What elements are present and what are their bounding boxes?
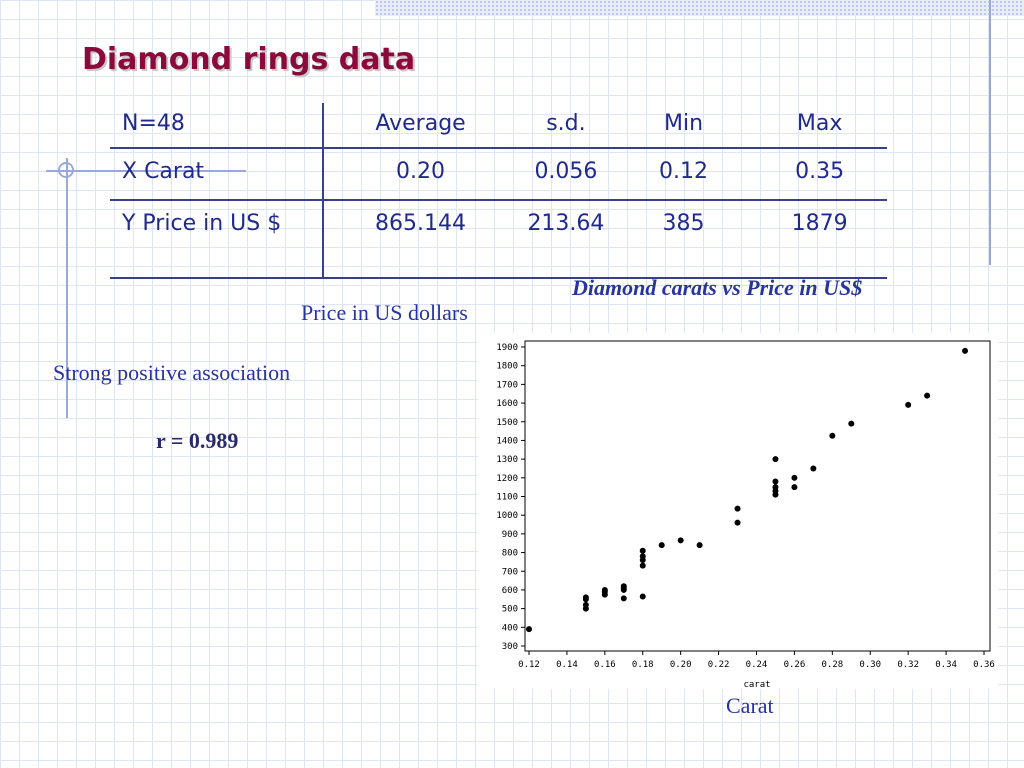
table-row: Y Price in US $ 865.144 213.64 385 1879 bbox=[110, 200, 887, 279]
stats-table: N=48 Average s.d. Min Max X Carat 0.20 0… bbox=[110, 103, 887, 279]
x-axis-caption: Carat bbox=[726, 693, 774, 718]
scatter-point bbox=[734, 505, 741, 512]
table-cell: 0.12 bbox=[614, 148, 753, 201]
table-header-cell: Max bbox=[752, 103, 887, 149]
decorative-line-left bbox=[66, 158, 68, 418]
top-decorative-bar bbox=[375, 0, 1024, 16]
y-tick-label: 600 bbox=[502, 586, 518, 596]
y-tick-label: 1400 bbox=[496, 436, 518, 446]
scatter-point bbox=[639, 593, 646, 600]
y-tick-label: 900 bbox=[502, 530, 518, 540]
table-cell: 385 bbox=[614, 200, 753, 279]
x-axis: 0.12 0.14 0.16 0.18 0.20 0.22 0.24 0.26 0.28 0.30… bbox=[518, 651, 995, 670]
x-tick-label: 0.22 bbox=[708, 660, 730, 670]
table-header-cell: N=48 bbox=[110, 103, 325, 149]
table-header-cell: Average bbox=[323, 103, 518, 149]
x-tick-label: 0.26 bbox=[784, 660, 806, 670]
table-cell: 0.056 bbox=[517, 148, 615, 201]
table-header-cell: Min bbox=[614, 103, 753, 149]
scatter-point bbox=[734, 519, 741, 526]
scatter-point bbox=[658, 542, 665, 549]
scatter-point bbox=[601, 586, 608, 593]
scatter-point bbox=[829, 432, 836, 439]
y-axis-caption: Price in US dollars bbox=[301, 300, 468, 325]
decorative-circle bbox=[58, 162, 74, 178]
chart-title: Diamond carats vs Price in US$ bbox=[572, 275, 863, 300]
y-tick-label: 1800 bbox=[496, 362, 518, 372]
y-tick-label: 500 bbox=[502, 605, 518, 615]
scatter-point bbox=[582, 601, 589, 608]
x-axis-label: carat bbox=[743, 680, 770, 689]
scatter-point bbox=[905, 401, 912, 408]
scatter-point bbox=[962, 347, 969, 354]
scatter-point bbox=[810, 465, 817, 472]
y-axis: 300 400 500 600 700 800 900 1000 1100 1200 1300 140… bbox=[496, 343, 525, 652]
scatter-point bbox=[639, 562, 646, 569]
table-header-row: N=48 Average s.d. Min Max bbox=[110, 103, 887, 149]
scatter-point bbox=[924, 392, 931, 399]
x-tick-label: 0.18 bbox=[632, 660, 654, 670]
x-tick-label: 0.34 bbox=[935, 660, 957, 670]
scatter-point bbox=[582, 594, 589, 601]
scatter-point bbox=[526, 626, 532, 633]
y-tick-label: 800 bbox=[502, 549, 518, 559]
table-cell: 0.35 bbox=[752, 148, 887, 201]
y-tick-label: 1100 bbox=[496, 493, 518, 503]
slide-title: Diamond rings data bbox=[82, 42, 416, 77]
association-text: Strong positive association bbox=[53, 360, 291, 385]
table-cell: 1879 bbox=[752, 200, 887, 279]
y-tick-label: 1300 bbox=[496, 455, 518, 465]
scatter-plot: 300 400 500 600 700 800 900 1000 1100 1200 1300 140… bbox=[478, 333, 998, 689]
data-points bbox=[526, 347, 969, 633]
y-tick-label: 700 bbox=[502, 567, 518, 577]
y-tick-label: 1500 bbox=[496, 418, 518, 428]
scatter-svg: 300 400 500 600 700 800 900 1000 1100 1200 1300 140… bbox=[496, 340, 995, 689]
y-tick-label: 1900 bbox=[496, 343, 518, 353]
x-tick-label: 0.36 bbox=[973, 660, 995, 670]
y-tick-label: 1700 bbox=[496, 380, 518, 390]
scatter-point bbox=[639, 547, 646, 554]
x-tick-label: 0.16 bbox=[594, 660, 616, 670]
table-cell: 0.20 bbox=[323, 148, 518, 201]
x-tick-label: 0.20 bbox=[670, 660, 692, 670]
y-tick-label: 1600 bbox=[496, 399, 518, 409]
x-tick-label: 0.12 bbox=[518, 660, 540, 670]
table-row: X Carat 0.20 0.056 0.12 0.35 bbox=[110, 148, 887, 201]
scatter-point bbox=[620, 583, 627, 590]
table-cell: Y Price in US $ bbox=[110, 200, 325, 279]
x-tick-label: 0.30 bbox=[859, 660, 881, 670]
scatter-point bbox=[848, 420, 855, 427]
y-tick-label: 300 bbox=[502, 642, 518, 652]
x-tick-label: 0.28 bbox=[821, 660, 843, 670]
correlation-value: r = 0.989 bbox=[156, 428, 239, 453]
x-tick-label: 0.24 bbox=[746, 660, 768, 670]
x-tick-label: 0.32 bbox=[897, 660, 919, 670]
scatter-point bbox=[791, 484, 798, 491]
decorative-line-right bbox=[989, 0, 991, 265]
x-tick-label: 0.14 bbox=[556, 660, 578, 670]
plot-frame bbox=[524, 340, 991, 652]
y-tick-label: 1200 bbox=[496, 474, 518, 484]
table-cell: 865.144 bbox=[323, 200, 518, 279]
scatter-point bbox=[772, 484, 779, 491]
scatter-point bbox=[620, 595, 627, 602]
y-tick-label: 400 bbox=[502, 623, 518, 633]
table-header-cell: s.d. bbox=[517, 103, 615, 149]
scatter-point bbox=[677, 537, 684, 544]
table-cell: 213.64 bbox=[517, 200, 615, 279]
table-cell: X Carat bbox=[110, 148, 325, 201]
y-tick-label: 1000 bbox=[496, 511, 518, 521]
scatter-point bbox=[696, 542, 703, 549]
scatter-point bbox=[639, 553, 646, 560]
scatter-point bbox=[791, 474, 798, 481]
scatter-point bbox=[772, 478, 779, 485]
scatter-point bbox=[772, 456, 779, 463]
